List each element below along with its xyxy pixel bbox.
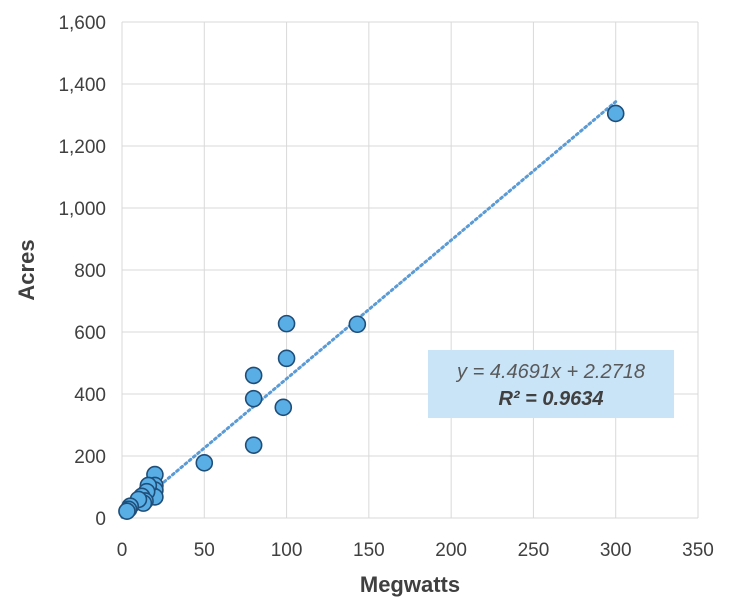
data-points bbox=[118, 104, 625, 520]
trendline bbox=[120, 100, 618, 519]
y-tick-labels: 0 200 400 600 800 1,000 1,200 1,400 1,600 bbox=[58, 13, 106, 530]
x-tick-label: 0 bbox=[117, 540, 128, 561]
y-tick-label: 400 bbox=[74, 385, 106, 406]
x-axis-title: Megwatts bbox=[360, 572, 460, 597]
data-point bbox=[118, 502, 136, 520]
data-point bbox=[244, 366, 263, 385]
data-point bbox=[244, 389, 263, 408]
y-tick-label: 600 bbox=[74, 323, 106, 344]
data-point bbox=[274, 398, 293, 417]
grid-lines bbox=[121, 21, 699, 519]
data-point bbox=[244, 436, 263, 454]
x-tick-label: 200 bbox=[435, 540, 467, 561]
x-tick-label: 100 bbox=[271, 540, 303, 561]
y-tick-label: 200 bbox=[74, 447, 106, 468]
x-tick-label: 50 bbox=[194, 540, 215, 561]
data-point bbox=[348, 315, 367, 334]
x-tick-label: 300 bbox=[600, 540, 632, 561]
y-tick-label: 800 bbox=[74, 261, 106, 282]
y-tick-label: 0 bbox=[95, 509, 106, 530]
x-tick-label: 350 bbox=[682, 540, 714, 561]
data-point bbox=[606, 104, 625, 123]
y-tick-label: 1,000 bbox=[58, 199, 106, 220]
y-axis-title: Acres bbox=[14, 239, 39, 300]
data-point bbox=[277, 314, 296, 333]
trendline-group bbox=[120, 100, 618, 519]
trendline-equation: y = 4.4691x + 2.2718 bbox=[455, 361, 645, 383]
data-point bbox=[277, 349, 296, 368]
x-tick-labels: 0 50 100 150 200 250 300 350 bbox=[117, 540, 714, 561]
x-tick-label: 150 bbox=[353, 540, 385, 561]
equation-box: y = 4.4691x + 2.2718 R² = 0.9634 bbox=[428, 350, 674, 418]
y-tick-label: 1,600 bbox=[58, 13, 106, 34]
x-tick-label: 250 bbox=[518, 540, 550, 561]
y-tick-label: 1,400 bbox=[58, 75, 106, 96]
y-tick-label: 1,200 bbox=[58, 137, 106, 158]
r-squared-label: R² = 0.9634 bbox=[498, 388, 603, 410]
data-point bbox=[195, 454, 214, 472]
